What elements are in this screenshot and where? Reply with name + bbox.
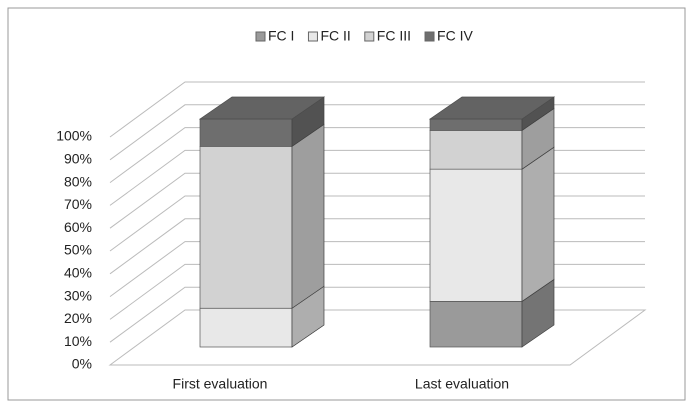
bar-side [291,123,325,309]
y-tick-label: 90% [64,151,92,167]
y-tick-label: 60% [64,219,92,235]
bar-segment [199,307,293,348]
y-tick-label: 50% [64,242,92,258]
legend-label: FC II [320,28,350,44]
y-tick-label: 70% [64,196,92,212]
grid-line [109,81,645,138]
bar-segment [429,118,523,131]
y-tick-label: 20% [64,310,92,326]
legend-label: FC III [377,28,411,44]
floor [108,309,647,366]
bar-segment [199,146,293,309]
bar-top [198,96,326,120]
bar-segment [429,301,523,348]
x-tick-label: First evaluation [173,376,268,392]
bar-segment [429,130,523,170]
legend-swatch [307,31,318,42]
y-tick-label: 30% [64,287,92,303]
chart-frame [7,7,686,401]
y-tick-label: 10% [64,333,92,349]
bar-top [428,96,556,120]
y-tick-label: 100% [56,128,92,144]
bar-segment [429,168,523,302]
legend-swatch [424,31,435,42]
legend-swatch [364,31,375,42]
y-tick-label: 40% [64,265,92,281]
bar-side [521,146,555,303]
legend-label: FC I [268,28,294,44]
legend-swatch [255,31,266,42]
bar-segment [199,118,293,147]
y-tick-label: 0% [72,356,92,372]
legend-label: FC IV [437,28,473,44]
x-tick-label: Last evaluation [415,376,509,392]
y-tick-label: 80% [64,173,92,189]
